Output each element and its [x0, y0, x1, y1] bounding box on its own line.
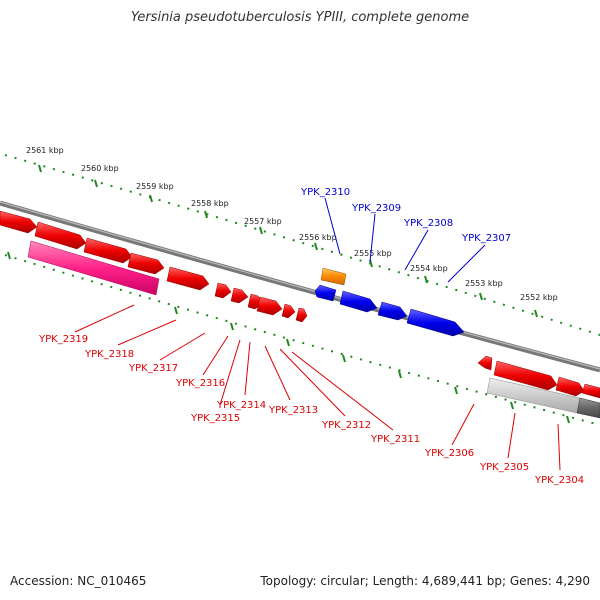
bottom-gene-labels: YPK_2319 YPK_2318 YPK_2317 YPK_2316 YPK_… — [38, 334, 584, 486]
bottom-callout-lines — [74, 304, 561, 471]
ruler-label-2554: 2554 kbp — [410, 264, 448, 273]
gene-label-ypk2312[interactable]: YPK_2312 — [321, 420, 371, 431]
ruler-label-2561: 2561 kbp — [26, 146, 64, 155]
gene-label-ypk2319[interactable]: YPK_2319 — [38, 334, 88, 345]
gene-arrow[interactable] — [83, 237, 133, 264]
gene-label-ypk2315[interactable]: YPK_2315 — [190, 413, 240, 424]
gene-arrow[interactable] — [34, 221, 87, 250]
gene-arrow[interactable] — [295, 307, 308, 323]
accession-label: Accession: NC_010465 — [10, 574, 147, 588]
genome-title: Yersinia pseudotuberculosis YPIII, compl… — [130, 10, 470, 25]
gene-arrow[interactable] — [214, 282, 232, 299]
ruler-bottom-dots — [4, 254, 600, 426]
gene-arrow[interactable] — [256, 296, 283, 316]
rna-gene[interactable] — [320, 267, 347, 286]
reverse-genes — [314, 284, 465, 337]
ruler-label-2558: 2558 kbp — [191, 199, 229, 208]
gene-label-ypk2310[interactable]: YPK_2310 — [300, 187, 350, 198]
ruler-label-2555: 2555 kbp — [354, 249, 392, 258]
gene-label-ypk2308[interactable]: YPK_2308 — [403, 218, 453, 229]
gene-arrow[interactable] — [493, 360, 558, 391]
topology-label: Topology: circular; Length: 4,689,441 bp… — [260, 574, 590, 588]
ruler-label-2553: 2553 kbp — [465, 279, 503, 288]
ruler-label-2557: 2557 kbp — [244, 217, 282, 226]
gene-arrow[interactable] — [314, 284, 337, 302]
gene-label-ypk2307[interactable]: YPK_2307 — [461, 233, 511, 244]
gene-arrow[interactable] — [581, 383, 600, 399]
gene-label-ypk2306[interactable]: YPK_2306 — [424, 448, 474, 459]
genome-backbone-highlight — [0, 201, 600, 370]
gene-arrow[interactable] — [339, 290, 378, 313]
gene-arrow[interactable] — [281, 303, 296, 319]
forward-genes-right — [477, 355, 600, 399]
ruler-label-2552: 2552 kbp — [520, 293, 558, 302]
genome-backbone — [0, 200, 600, 373]
gray-gene-dark[interactable] — [576, 397, 600, 419]
top-callout-lines — [324, 197, 486, 283]
ruler-bottom-ticks — [7, 251, 570, 424]
gene-arrow[interactable] — [0, 210, 38, 234]
ruler-label-2556: 2556 kbp — [299, 233, 337, 242]
gene-arrow[interactable] — [127, 252, 165, 275]
gene-label-ypk2305[interactable]: YPK_2305 — [479, 462, 529, 473]
highlighted-gene[interactable] — [27, 240, 160, 296]
gene-label-ypk2309[interactable]: YPK_2309 — [351, 203, 401, 214]
gene-arrow[interactable] — [477, 355, 493, 371]
ruler-label-2560: 2560 kbp — [81, 164, 119, 173]
gene-label-ypk2304[interactable]: YPK_2304 — [534, 475, 584, 486]
gene-arrow[interactable] — [406, 308, 465, 337]
gene-label-ypk2314[interactable]: YPK_2314 — [216, 400, 266, 411]
forward-genes — [0, 210, 308, 323]
gene-label-ypk2313[interactable]: YPK_2313 — [268, 405, 318, 416]
ruler-label-2559: 2559 kbp — [136, 182, 174, 191]
gene-label-ypk2318[interactable]: YPK_2318 — [84, 349, 134, 360]
top-gene-labels: YPK_2310 YPK_2309 YPK_2308 YPK_2307 — [300, 187, 511, 244]
gene-arrow[interactable] — [377, 301, 408, 321]
ruler-labels: 2561 kbp 2560 kbp 2559 kbp 2558 kbp 2557… — [26, 146, 558, 302]
gene-arrow[interactable] — [555, 376, 585, 397]
gene-label-ypk2317[interactable]: YPK_2317 — [128, 363, 178, 374]
gene-label-ypk2311[interactable]: YPK_2311 — [370, 434, 420, 445]
gene-label-ypk2316[interactable]: YPK_2316 — [175, 378, 225, 389]
gene-arrow[interactable] — [166, 266, 210, 291]
gene-arrow[interactable] — [230, 287, 249, 304]
